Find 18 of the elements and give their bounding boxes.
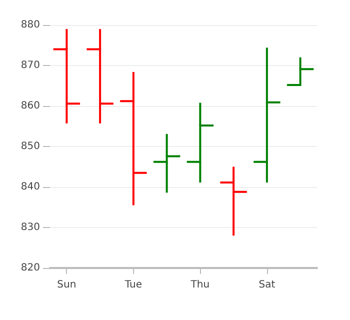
y-tick-label: 830 [20,222,40,233]
candlestick [252,46,282,184]
candlestick [152,132,182,194]
candlestick [219,166,248,237]
y-tick-label: 840 [20,182,40,192]
y-tick-label: 880 [20,20,40,30]
y-tick-label: 870 [20,60,40,71]
y-tick-label: 820 [20,262,40,274]
y-tick-label: 860 [20,100,40,112]
candlestick [119,70,148,206]
candlestick [86,28,114,124]
candlestick [186,102,215,184]
x-tick-label: Sat [258,280,276,290]
y-tick-label: 850 [20,141,40,152]
x-tick-label: Tue [124,280,142,290]
candlestick [52,28,82,124]
x-tick-label: Thu [190,280,210,290]
x-tick-label: Sun [57,280,76,290]
